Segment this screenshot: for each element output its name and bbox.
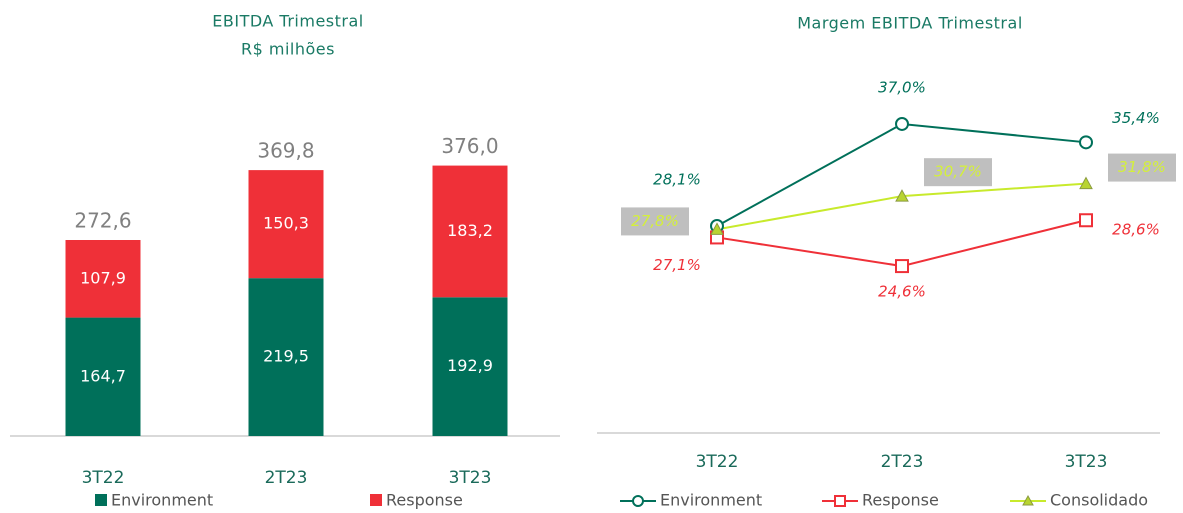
chart-subtitle: R$ milhões xyxy=(241,40,335,59)
x-tick-label: 3T22 xyxy=(696,452,739,472)
x-tick-label: 3T22 xyxy=(82,468,125,488)
legend-label: Response xyxy=(386,491,463,510)
value-label: 192,9 xyxy=(447,356,493,375)
chart-title: Margem EBITDA Trimestral xyxy=(797,14,1023,33)
legend-swatch xyxy=(370,494,382,506)
label-box xyxy=(621,207,689,236)
label-box xyxy=(924,158,992,187)
bar-segment xyxy=(432,297,508,436)
value-label: 107,9 xyxy=(80,268,126,287)
value-label: 150,3 xyxy=(263,214,309,233)
legend-label: Environment xyxy=(111,491,213,510)
x-tick-label: 2T23 xyxy=(881,452,924,472)
marker xyxy=(710,222,724,235)
bar-segment xyxy=(65,240,141,318)
legend-marker xyxy=(834,495,846,507)
value-label: 31,8% xyxy=(1118,158,1166,176)
total-label: 272,6 xyxy=(74,209,131,233)
chart-title: EBITDA Trimestral xyxy=(212,12,363,31)
x-tick-label: 2T23 xyxy=(265,468,308,488)
value-label: 28,6% xyxy=(1112,221,1160,239)
value-label: 219,5 xyxy=(263,347,309,366)
value-label: 35,4% xyxy=(1112,109,1160,127)
marker xyxy=(895,259,909,274)
marker xyxy=(1079,135,1093,150)
bar-segment xyxy=(248,278,324,436)
series-line xyxy=(716,122,1087,227)
legend-marker xyxy=(632,495,644,507)
total-label: 376,0 xyxy=(441,134,498,158)
legend-marker xyxy=(1022,494,1034,506)
value-label: 30,7% xyxy=(934,163,982,181)
x-tick-label: 3T23 xyxy=(449,468,492,488)
bar-segment xyxy=(248,170,324,279)
legend-label: Response xyxy=(862,491,939,510)
label-box xyxy=(1108,153,1176,182)
total-label: 369,8 xyxy=(257,139,314,163)
bar-segment xyxy=(65,317,141,436)
marker xyxy=(1079,176,1093,190)
marker xyxy=(895,189,909,202)
value-label: 27,1% xyxy=(653,256,701,274)
marker xyxy=(1079,213,1093,228)
x-tick-label: 3T23 xyxy=(1065,452,1108,472)
value-label: 183,2 xyxy=(447,221,493,240)
legend-label: Environment xyxy=(660,491,762,510)
value-label: 37,0% xyxy=(878,78,926,96)
marker xyxy=(895,116,909,131)
value-label: 28,1% xyxy=(653,170,701,188)
value-label: 164,7 xyxy=(80,366,126,385)
legend-swatch xyxy=(95,494,107,506)
value-label: 27,8% xyxy=(631,212,679,230)
bar-segment xyxy=(432,165,508,298)
legend-label: Consolidado xyxy=(1050,491,1148,510)
value-label: 24,6% xyxy=(878,283,926,301)
